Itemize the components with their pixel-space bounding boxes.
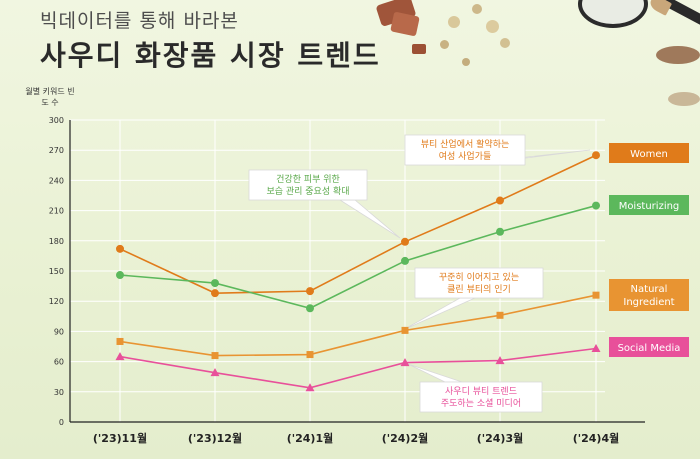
- x-tick-label: ('23)11월: [93, 431, 147, 445]
- annotation-text: 보습 관리 중요성 확대: [266, 185, 349, 197]
- data-point: [401, 256, 409, 265]
- series-label: Social Media: [618, 343, 681, 354]
- series-line: [119, 204, 597, 310]
- x-tick-label: ('23)12월: [188, 431, 242, 445]
- series-label: Moisturizing: [619, 201, 680, 212]
- data-point: [401, 237, 409, 246]
- powder-spill-decoration: [656, 46, 700, 64]
- y-tick-label: 90: [54, 327, 64, 336]
- series-line: [119, 154, 597, 294]
- chart-subtitle: 빅데이터를 통해 바라본: [40, 10, 239, 32]
- pearl-decoration: [472, 4, 482, 14]
- series-line: [119, 294, 597, 357]
- series-line: [119, 347, 597, 389]
- data-point: [495, 356, 505, 365]
- data-point: [306, 304, 314, 313]
- data-point: [211, 352, 219, 360]
- x-tick-label: ('24)4월: [573, 431, 620, 445]
- data-point: [115, 352, 125, 361]
- data-point: [211, 279, 219, 288]
- x-tick-label: ('24)3월: [477, 431, 524, 445]
- data-point: [496, 311, 504, 319]
- data-point: [591, 344, 601, 353]
- chart-title: 사우디 화장품 시장 트렌드: [40, 39, 381, 72]
- annotation-text: 주도하는 소셜 미디어: [441, 398, 521, 409]
- series-label-box: [609, 337, 689, 357]
- data-point: [306, 351, 314, 359]
- x-tick-label: ('24)2월: [382, 431, 429, 445]
- annotation-text: 클린 뷰티의 인기: [447, 284, 511, 295]
- callout-box: [248, 169, 368, 201]
- data-point: [116, 244, 124, 253]
- data-point: [496, 227, 504, 236]
- callout-box: [404, 134, 526, 166]
- pearl-decoration: [448, 16, 460, 28]
- y-axis-label-text: 월별 키워드 빈도 수: [25, 87, 75, 107]
- callout-box: [419, 381, 543, 413]
- data-point: [401, 326, 409, 334]
- series-label: Natural: [631, 284, 668, 295]
- y-axis-label: 월별 키워드 빈도 수: [22, 86, 78, 108]
- data-point: [116, 271, 124, 280]
- pearl-decoration: [486, 20, 499, 33]
- powder-spill-decoration: [668, 92, 700, 106]
- data-point: [210, 368, 220, 377]
- y-tick-label: 60: [54, 358, 64, 367]
- y-tick-label: 30: [54, 388, 64, 397]
- annotation-text: 여성 사업가들: [439, 150, 492, 162]
- y-tick-label: 210: [49, 207, 64, 216]
- series-label: Ingredient: [623, 297, 674, 308]
- series-label-box: [609, 143, 689, 163]
- annotation-text: 꾸준히 이어지고 있는: [439, 271, 519, 283]
- y-tick-label: 240: [49, 176, 64, 185]
- series-label: Women: [630, 149, 668, 160]
- annotation-text: 뷰티 산업에서 활약하는: [421, 138, 510, 150]
- callout-pointer: [338, 199, 401, 239]
- y-tick-label: 270: [49, 146, 64, 155]
- data-point: [592, 291, 600, 299]
- annotation-text: 사우디 뷰티 트렌드: [445, 386, 517, 397]
- data-point: [592, 151, 600, 160]
- data-point: [305, 383, 315, 392]
- series-label-box: [609, 195, 689, 215]
- callout-box: [414, 267, 544, 299]
- y-tick-label: 180: [49, 237, 64, 246]
- series-label-box: [609, 279, 689, 311]
- pearl-decoration: [500, 38, 510, 48]
- y-tick-label: 150: [49, 267, 64, 276]
- data-point: [211, 289, 219, 298]
- annotation-text: 건강한 피부 위한: [276, 174, 340, 185]
- powder-crumb-decoration: [412, 44, 426, 54]
- data-point: [306, 287, 314, 296]
- y-tick-label: 120: [49, 297, 64, 306]
- data-point: [592, 201, 600, 210]
- y-tick-label: 0: [59, 418, 64, 427]
- callout-pointer: [407, 363, 463, 383]
- y-tick-label: 300: [49, 116, 64, 125]
- pearl-decoration: [440, 40, 449, 49]
- data-point: [496, 196, 504, 205]
- x-tick-label: ('24)1월: [287, 431, 334, 445]
- pearl-decoration: [462, 58, 470, 66]
- data-point: [116, 337, 124, 345]
- data-point: [400, 358, 410, 367]
